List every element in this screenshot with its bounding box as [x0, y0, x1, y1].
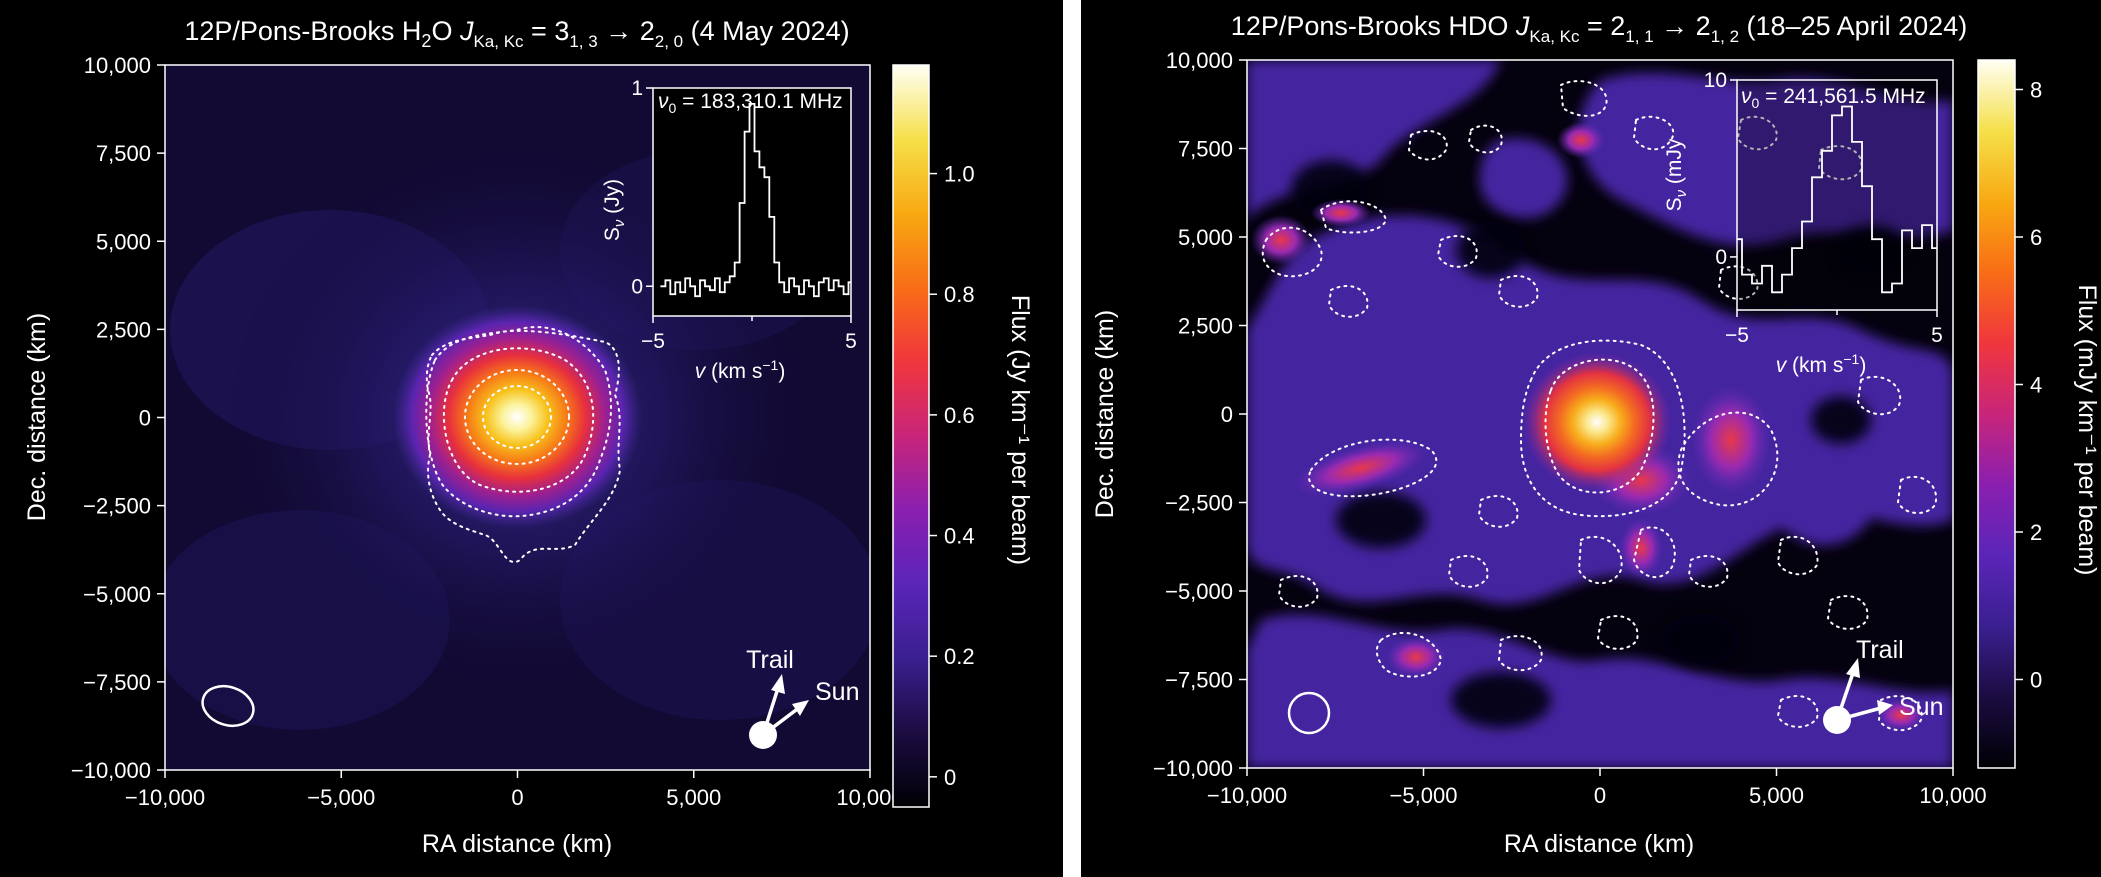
colorbar-tick-label: 0.2 — [944, 644, 975, 669]
colorbar-tick-label: 8 — [2030, 78, 2042, 103]
x-tick-label: 0 — [511, 785, 523, 810]
inset-y-tick-label: 1 — [631, 77, 643, 100]
x-tick-label: 0 — [1594, 783, 1606, 808]
trail-sun-indicator: Trail Sun — [746, 646, 859, 749]
y-tick-label: 5,000 — [96, 229, 151, 254]
y-tick-label: 2,500 — [1178, 314, 1233, 339]
y-axis-label: Dec. distance (km) — [23, 313, 51, 521]
colorbar-tick-label: 0 — [944, 765, 956, 790]
trail-label: Trail — [746, 646, 794, 674]
flux-contours — [1261, 80, 1938, 732]
beam-circle — [1287, 691, 1331, 735]
y-tick-label: 7,500 — [96, 141, 151, 166]
colorbar-tick-label: 0.4 — [944, 524, 975, 549]
y-tick-label: −5,000 — [83, 582, 151, 607]
inset-x-tick-label: 5 — [1931, 324, 1943, 347]
inset-x-tick-label: −5 — [641, 330, 665, 353]
inset-x-ticks: −5 5 — [1725, 310, 1943, 347]
colorbar-tick-label: 0 — [2030, 668, 2042, 693]
inset-frequency: ν0 = 183,310.1 MHz — [658, 90, 843, 116]
spectrum-line — [660, 103, 851, 298]
sun-label: Sun — [815, 678, 859, 706]
x-tick-label: 10,000 — [1919, 783, 1986, 808]
spectrum-line — [1737, 105, 1937, 294]
colorbar-tick-label: 1.0 — [944, 162, 975, 187]
inset-y-label: Sν (mJy — [1663, 138, 1690, 211]
inset-y-label: Sν (Jy) — [601, 179, 628, 241]
sun-label: Sun — [1899, 693, 1943, 721]
flux-contours — [425, 326, 622, 563]
x-tick-label: 5,000 — [666, 785, 721, 810]
inset-y-tick-label: 0 — [1715, 246, 1727, 269]
nucleus-marker — [749, 721, 777, 749]
trail-label: Trail — [1856, 636, 1904, 664]
colorbar: 0 0.2 0.4 0.6 0.8 1.0 Flux (Jy km⁻¹ per beam) — [892, 64, 1034, 808]
inset-x-label: v (km s−1) — [695, 357, 786, 383]
flux-map — [1247, 60, 1953, 768]
y-tick-label: −2,500 — [83, 494, 151, 519]
colorbar-label: Flux (mJy km⁻¹ per beam) — [2073, 284, 2101, 575]
inset-x-ticks: −5 5 — [641, 316, 857, 353]
x-tick-label: −5,000 — [307, 785, 375, 810]
y-tick-label: −10,000 — [71, 758, 151, 783]
y-tick-labels: 10,000 7,500 5,000 2,500 0 −2,500 −5,000 −7,500… — [1153, 48, 1247, 781]
nucleus-peak — [1522, 352, 1672, 492]
y-tick-label: 10,000 — [84, 53, 151, 78]
h2o-chart: 12P/Pons-Brooks H2O JKa, Kc = 31, 3 → 22… — [23, 16, 1034, 858]
hdo-panel: 12P/Pons-Brooks HDO JKa, Kc = 21, 1 → 21… — [1081, 0, 2101, 877]
x-tick-label: −10,000 — [1207, 783, 1287, 808]
colorbar-tick-label: 0.8 — [944, 282, 975, 307]
nucleus-marker — [1823, 706, 1851, 734]
y-tick-label: 0 — [1221, 402, 1233, 427]
colorbar-ticks: 0 2 4 6 8 — [2015, 78, 2042, 693]
inset-y-tick-label: 0 — [631, 275, 643, 298]
colorbar-label: Flux (Jy km⁻¹ per beam) — [1006, 295, 1034, 565]
spectrum-inset: ν0 = 183,310.1 MHz −5 5 10 Sν (Jy) v (km … — [601, 77, 857, 383]
inset-y-ticks: 10 0 — [1704, 69, 1737, 269]
hdo-chart: 12P/Pons-Brooks HDO JKa, Kc = 21, 1 → 21… — [1091, 11, 2101, 858]
x-axis-label: RA distance (km) — [422, 830, 612, 858]
y-tick-label: 5,000 — [1178, 225, 1233, 250]
colorbar-ticks: 0 0.2 0.4 0.6 0.8 1.0 — [929, 162, 975, 790]
h2o-panel: 12P/Pons-Brooks H2O JKa, Kc = 31, 3 → 22… — [0, 0, 1063, 877]
inset-frequency: ν0 = 241,561.5 MHz — [1741, 85, 1926, 111]
chart-title: 12P/Pons-Brooks H2O JKa, Kc = 31, 3 → 22… — [184, 16, 849, 51]
y-tick-label: −2,500 — [1165, 491, 1233, 516]
inset-y-ticks: 10 — [631, 77, 653, 298]
beam-ellipse — [201, 684, 255, 728]
x-tick-label: −10,000 — [125, 785, 205, 810]
x-tick-labels: −10,000 −5,000 0 5,000 10,000 — [125, 770, 904, 810]
y-tick-label: −7,500 — [83, 670, 151, 695]
y-axis-label: Dec. distance (km) — [1091, 310, 1119, 518]
y-tick-label: 10,000 — [1166, 48, 1233, 73]
inset-x-label: v (km s−1) — [1776, 351, 1867, 377]
y-tick-label: 2,500 — [96, 317, 151, 342]
y-tick-label: 7,500 — [1178, 137, 1233, 162]
colorbar-tick-label: 6 — [2030, 225, 2042, 250]
y-tick-label: −5,000 — [1165, 579, 1233, 604]
y-tick-label: −7,500 — [1165, 668, 1233, 693]
x-axis-label: RA distance (km) — [1504, 830, 1694, 858]
x-tick-label: 5,000 — [1749, 783, 1804, 808]
chart-title: 12P/Pons-Brooks HDO JKa, Kc = 21, 1 → 21… — [1231, 11, 1967, 46]
x-tick-labels: −10,000 −5,000 0 5,000 10,000 — [1207, 768, 1987, 808]
colorbar: 0 2 4 6 8 Flux (mJy km⁻¹ per beam) — [1977, 59, 2101, 769]
spectrum-inset: ν0 = 241,561.5 MHz −5 5 10 0 Sν (mJy v (km… — [1663, 69, 1943, 377]
inset-x-tick-label: 5 — [845, 330, 857, 353]
y-tick-labels: 10,000 7,500 5,000 2,500 0 −2,500 −5,000 −7,500… — [71, 53, 165, 783]
nucleus-peak — [392, 305, 642, 529]
colorbar-tick-label: 2 — [2030, 520, 2042, 545]
colorbar-tick-label: 4 — [2030, 373, 2042, 398]
inset-y-tick-label: 10 — [1704, 69, 1727, 92]
colorbar-tick-label: 0.6 — [944, 403, 975, 428]
trail-sun-indicator: Trail Sun — [1823, 636, 1943, 734]
y-tick-label: −10,000 — [1153, 756, 1233, 781]
x-tick-label: −5,000 — [1390, 783, 1458, 808]
y-tick-label: 0 — [139, 406, 151, 431]
inset-x-tick-label: −5 — [1725, 324, 1749, 347]
